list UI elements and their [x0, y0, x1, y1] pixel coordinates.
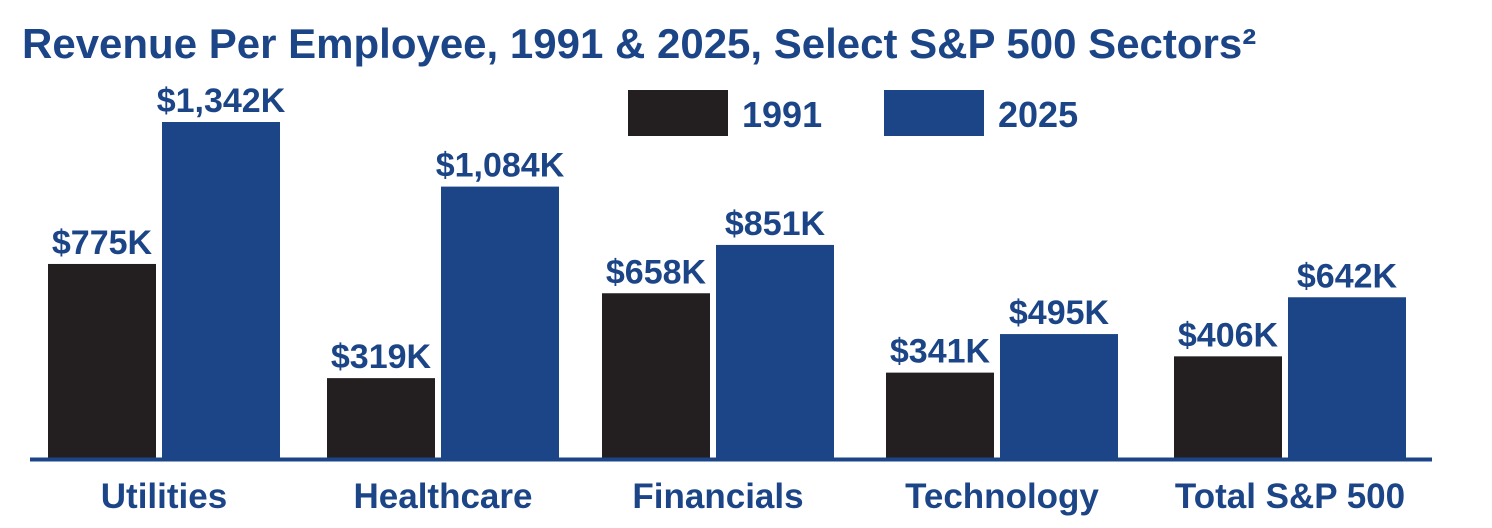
category-label-financials: Financials [632, 477, 803, 516]
category-label-utilities: Utilities [101, 477, 227, 516]
legend-label-2025: 2025 [998, 94, 1078, 135]
category-labels-group: Utilities Healthcare Financials Technology T… [101, 477, 1405, 516]
bar-financials-1991 [602, 293, 710, 458]
legend-label-1991: 1991 [742, 94, 822, 135]
chart-title: Revenue Per Employee, 1991 & 2025, Selec… [22, 20, 1256, 67]
value-label-total-s-p-500-2025: $642K [1297, 257, 1398, 295]
bar-healthcare-1991 [327, 378, 435, 458]
bar-technology-2025 [1000, 334, 1118, 458]
bar-total-s-p-500-1991 [1174, 356, 1282, 458]
legend-swatch-2025 [884, 90, 984, 136]
value-label-financials-2025: $851K [725, 205, 826, 243]
bar-utilities-1991 [48, 263, 156, 458]
value-label-healthcare-2025: $1,084K [436, 147, 565, 185]
category-label-technology: Technology [905, 477, 1099, 516]
category-label-healthcare: Healthcare [354, 477, 533, 516]
bar-utilities-2025 [162, 122, 280, 458]
value-label-utilities-2025: $1,342K [157, 82, 286, 120]
value-label-total-s-p-500-1991: $406K [1178, 316, 1279, 354]
value-label-utilities-1991: $775K [52, 224, 153, 262]
legend-swatch-1991 [628, 90, 728, 136]
category-label-total-s-p-500: Total S&P 500 [1175, 477, 1405, 516]
bar-technology-1991 [886, 372, 994, 458]
bar-financials-2025 [716, 244, 834, 458]
bar-healthcare-2025 [441, 186, 559, 458]
value-label-technology-1991: $341K [890, 333, 991, 371]
value-label-healthcare-1991: $319K [331, 338, 432, 376]
value-label-financials-1991: $658K [606, 253, 707, 291]
bar-total-s-p-500-2025 [1288, 297, 1406, 458]
bars-group [48, 122, 1406, 458]
legend: 1991 2025 [628, 90, 1078, 136]
value-labels-group: $775K $1,342K $319K $1,084K $658K $851K $341K $… [52, 82, 1398, 376]
value-label-technology-2025: $495K [1009, 294, 1110, 332]
